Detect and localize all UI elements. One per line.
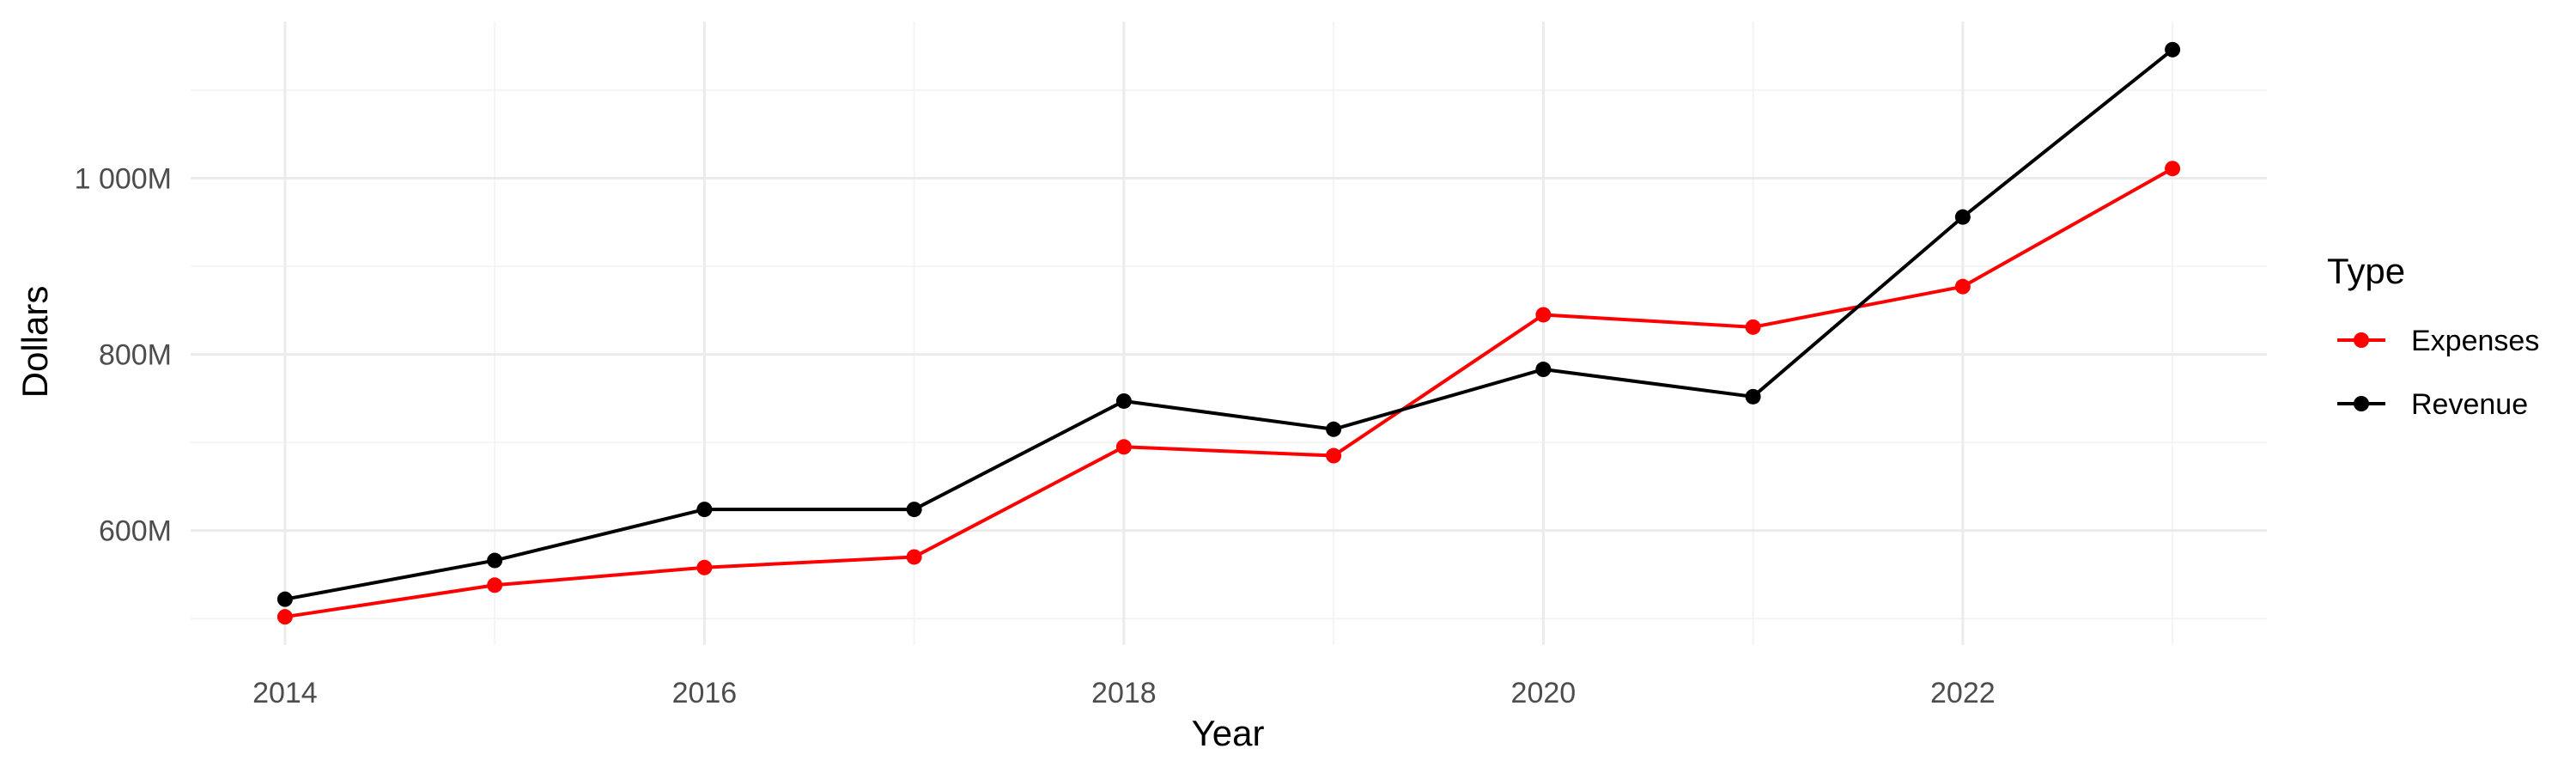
data-point-expenses (487, 577, 503, 593)
data-point-revenue (1535, 362, 1552, 378)
legend-key-point (2354, 332, 2369, 348)
data-point-revenue (1745, 388, 1761, 405)
data-point-expenses (276, 609, 293, 625)
grid (191, 21, 2267, 645)
y-tick-label: 600M (99, 515, 172, 548)
axes: Year Dollars 2014 2016 2018 2020 2022 600M 800… (15, 163, 1996, 753)
legend-label: Expenses (2411, 325, 2539, 357)
x-tick-label: 2016 (672, 677, 738, 709)
x-tick-label: 2018 (1091, 677, 1157, 709)
data-point-expenses (1954, 278, 1971, 295)
x-tick-label: 2020 (1511, 677, 1577, 709)
y-axis-title: Dollars (15, 286, 55, 399)
y-tick-label: 1 000M (75, 163, 172, 196)
data-point-expenses (1326, 447, 1342, 464)
series-layer (276, 41, 2181, 625)
data-point-revenue (487, 552, 503, 569)
data-point-revenue (906, 502, 922, 518)
data-point-revenue (2165, 41, 2181, 58)
data-point-revenue (276, 591, 293, 607)
x-tick-label: 2014 (252, 677, 318, 709)
legend-label: Revenue (2411, 388, 2528, 421)
legend-key-point (2354, 396, 2369, 411)
data-point-expenses (1115, 439, 1132, 455)
data-point-expenses (906, 549, 922, 565)
data-point-expenses (696, 559, 713, 575)
y-tick-label: 800M (99, 339, 172, 372)
series-line-expenses (283, 167, 2175, 619)
legend: Type Expenses Revenue (2327, 251, 2539, 421)
legend-title: Type (2327, 251, 2405, 291)
x-axis-title: Year (1192, 713, 1265, 753)
data-point-revenue (1115, 393, 1132, 409)
data-point-revenue (696, 502, 713, 518)
legend-item-revenue: Revenue (2337, 388, 2528, 421)
data-point-expenses (1535, 307, 1552, 323)
data-point-expenses (2165, 161, 2181, 177)
data-point-revenue (1954, 209, 1971, 225)
x-tick-label: 2022 (1930, 677, 1996, 709)
series-line-revenue (283, 47, 2175, 601)
legend-item-expenses: Expenses (2337, 325, 2539, 357)
data-point-expenses (1745, 319, 1761, 335)
data-point-revenue (1326, 421, 1342, 437)
